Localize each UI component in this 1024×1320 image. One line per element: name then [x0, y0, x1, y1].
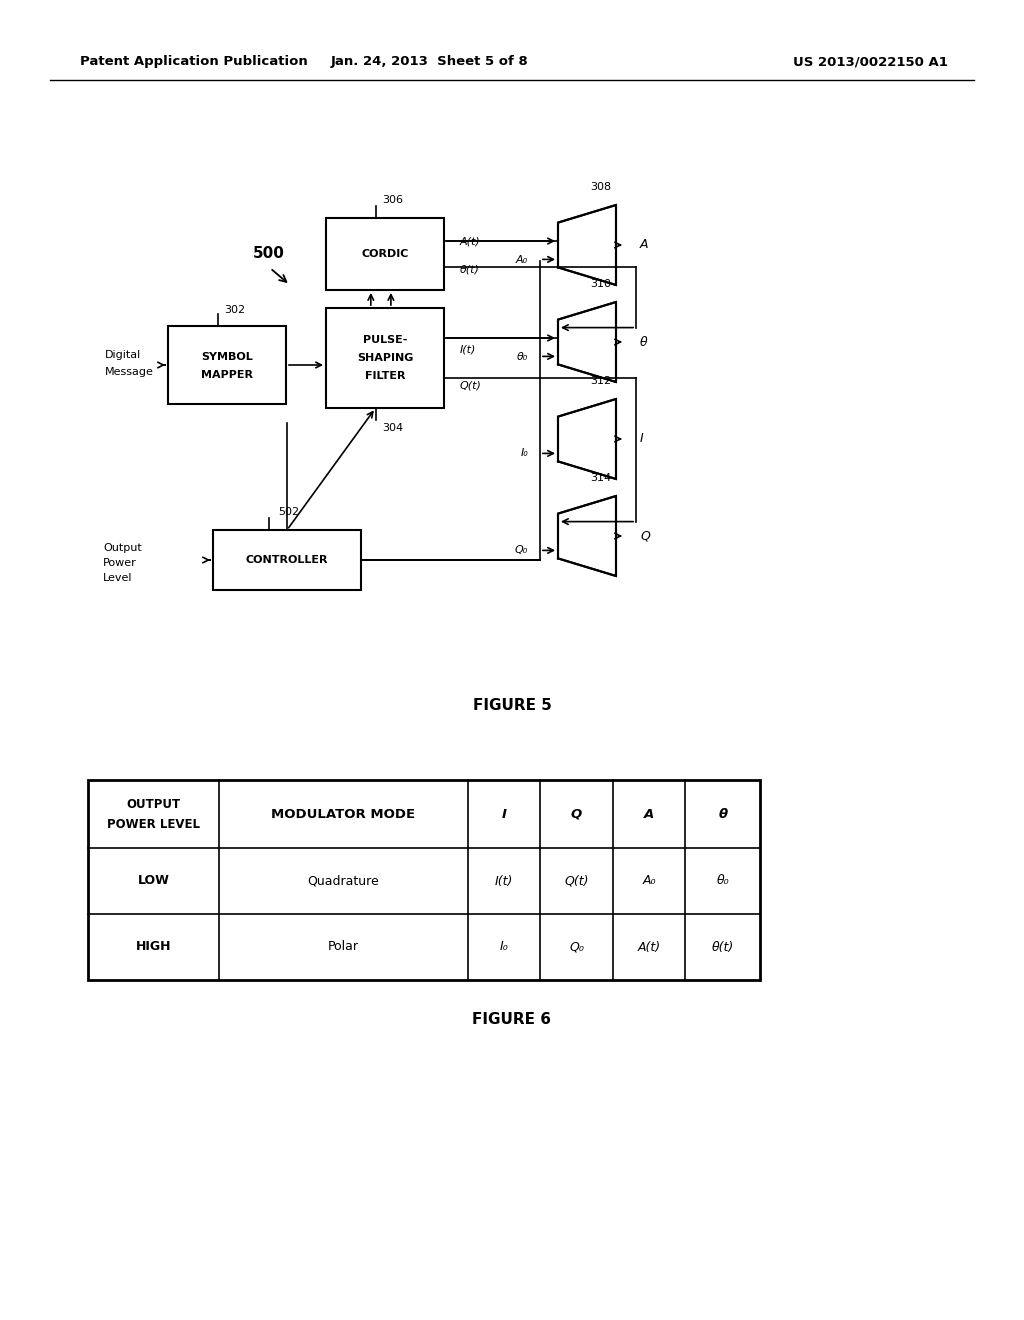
Text: θ₀: θ₀	[517, 352, 528, 362]
Polygon shape	[558, 205, 616, 285]
Bar	[88, 780, 760, 979]
Text: Q₀: Q₀	[569, 940, 584, 953]
Text: A: A	[640, 239, 648, 252]
Text: HIGH: HIGH	[136, 940, 171, 953]
Text: I(t): I(t)	[495, 874, 513, 887]
Text: Quadrature: Quadrature	[307, 874, 379, 887]
Text: Jan. 24, 2013  Sheet 5 of 8: Jan. 24, 2013 Sheet 5 of 8	[331, 55, 528, 69]
Polygon shape	[558, 399, 616, 479]
Text: A: A	[644, 808, 654, 821]
Text: 304: 304	[383, 422, 403, 433]
Text: Q: Q	[640, 529, 650, 543]
Text: FIGURE 5: FIGURE 5	[472, 697, 552, 713]
Text: 302: 302	[224, 305, 246, 315]
Text: LOW: LOW	[137, 874, 169, 887]
Text: I(t): I(t)	[460, 345, 476, 355]
Text: Polar: Polar	[328, 940, 358, 953]
Polygon shape	[558, 302, 616, 381]
Text: Q₀: Q₀	[515, 545, 528, 554]
Text: θ: θ	[640, 335, 647, 348]
Bar	[326, 308, 444, 408]
Text: OUTPUT: OUTPUT	[126, 797, 180, 810]
Text: Q(t): Q(t)	[564, 874, 589, 887]
Text: 308: 308	[590, 182, 611, 191]
Text: A(t): A(t)	[460, 238, 480, 247]
Text: CONTROLLER: CONTROLLER	[246, 554, 329, 565]
Text: 502: 502	[279, 507, 299, 517]
Text: 314: 314	[590, 473, 611, 483]
Text: A₀: A₀	[642, 874, 655, 887]
Text: MODULATOR MODE: MODULATOR MODE	[271, 808, 416, 821]
Text: A(t): A(t)	[638, 940, 660, 953]
Text: θ(t): θ(t)	[712, 940, 734, 953]
Text: Message: Message	[105, 367, 154, 378]
Text: θ₀: θ₀	[717, 874, 729, 887]
Text: POWER LEVEL: POWER LEVEL	[108, 817, 200, 830]
Text: 312: 312	[590, 376, 611, 385]
Text: SHAPING: SHAPING	[356, 352, 414, 363]
Text: CORDIC: CORDIC	[361, 249, 409, 259]
Text: Patent Application Publication: Patent Application Publication	[80, 55, 308, 69]
Text: SYMBOL: SYMBOL	[201, 352, 253, 362]
Text: Q(t): Q(t)	[460, 380, 482, 389]
Text: US 2013/0022150 A1: US 2013/0022150 A1	[793, 55, 947, 69]
Text: I: I	[502, 808, 507, 821]
Bar	[213, 531, 361, 590]
Text: Q: Q	[571, 808, 583, 821]
Text: Power: Power	[103, 558, 137, 568]
Text: Output: Output	[103, 543, 141, 553]
Text: 310: 310	[590, 279, 611, 289]
Text: 306: 306	[383, 195, 403, 205]
Text: I₀: I₀	[500, 940, 508, 953]
Text: A₀: A₀	[516, 255, 528, 265]
Text: PULSE-: PULSE-	[362, 335, 408, 345]
Text: FIGURE 6: FIGURE 6	[472, 1012, 552, 1027]
Polygon shape	[558, 496, 616, 576]
Text: θ(t): θ(t)	[460, 265, 480, 275]
Text: Level: Level	[103, 573, 132, 583]
Text: θ: θ	[718, 808, 727, 821]
Text: I: I	[640, 433, 644, 446]
Bar	[168, 326, 286, 404]
Text: MAPPER: MAPPER	[201, 370, 253, 380]
Text: I₀: I₀	[520, 447, 528, 458]
Text: FILTER: FILTER	[365, 371, 406, 381]
Bar	[326, 218, 444, 290]
Text: 500: 500	[253, 246, 285, 260]
Text: Digital: Digital	[105, 350, 141, 360]
